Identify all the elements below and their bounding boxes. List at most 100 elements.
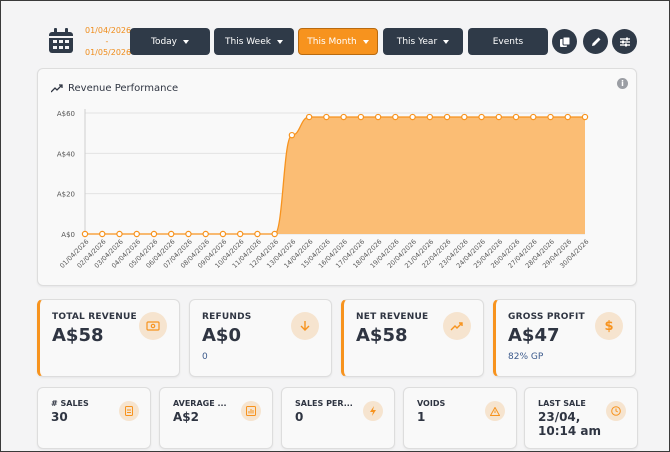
data-point	[392, 113, 399, 121]
header-bar: 01/04/2026 - 01/05/2026 Today This Week …	[1, 1, 670, 63]
mini-value: 23/04, 10:14 am	[538, 410, 601, 438]
data-point	[495, 113, 502, 121]
y-tick-label: A$0	[61, 231, 75, 239]
voids-card: VOIDS 1	[403, 387, 517, 449]
data-point	[236, 230, 244, 238]
data-point	[219, 230, 227, 238]
y-tick-label: A$20	[57, 191, 75, 199]
data-point	[426, 113, 434, 121]
mini-label: VOIDS	[417, 399, 446, 408]
stat-label: GROSS PROFIT	[508, 312, 585, 322]
mini-value: 1	[417, 410, 426, 424]
filter-button[interactable]	[612, 29, 637, 54]
stat-value: A$58	[356, 325, 408, 346]
warning-icon	[485, 401, 505, 421]
trend-up-icon	[443, 312, 471, 340]
cash-icon	[139, 312, 167, 340]
area-fill	[85, 117, 585, 234]
data-point	[202, 230, 209, 238]
edit-button[interactable]	[583, 29, 608, 54]
gross-profit-card: GROSS PROFIT A$47 82% GP $	[493, 299, 636, 377]
stat-label: REFUNDS	[202, 312, 252, 322]
y-tick-label: A$40	[57, 150, 75, 158]
data-point	[461, 113, 468, 121]
revenue-chart-card: Revenue Performance i A$0 A$20 A$40 A$60 01/…	[37, 68, 637, 286]
data-point	[99, 230, 106, 238]
mini-value: A$2	[173, 410, 199, 424]
data-point	[530, 113, 537, 121]
stat-label: TOTAL REVENUE	[52, 312, 137, 322]
sales-per-card: SALES PER... 0	[281, 387, 395, 449]
mini-label: LAST SALE	[538, 399, 586, 408]
trend-up-icon	[51, 84, 63, 93]
this-week-label: This Week	[225, 36, 271, 47]
average-sale-card: AVERAGE ... A$2	[159, 387, 273, 449]
data-point	[323, 113, 330, 121]
mini-value: 30	[51, 410, 68, 424]
copy-icon	[559, 36, 570, 47]
sliders-icon	[619, 37, 630, 46]
this-year-button[interactable]: This Year	[383, 28, 463, 55]
net-revenue-card: NET REVENUE A$58	[341, 299, 484, 377]
total-revenue-card: TOTAL REVENUE A$58	[37, 299, 180, 377]
data-point	[254, 230, 261, 238]
date-separator: -	[105, 37, 109, 46]
events-button[interactable]: Events	[468, 28, 548, 55]
data-point	[478, 113, 485, 121]
data-point	[443, 113, 451, 121]
stat-value: A$0	[202, 325, 241, 346]
stat-value: A$47	[508, 325, 560, 346]
clock-icon	[606, 401, 626, 421]
data-point	[564, 113, 571, 121]
receipt-icon	[119, 401, 139, 421]
data-point	[357, 113, 365, 121]
pencil-icon	[591, 37, 600, 46]
data-point	[374, 113, 382, 121]
date-from: 01/04/2026	[85, 26, 132, 35]
chart-title: Revenue Performance	[68, 83, 179, 94]
chevron-down-icon	[443, 39, 450, 44]
this-month-button[interactable]: This Month	[298, 28, 378, 55]
copy-button[interactable]	[552, 29, 577, 54]
info-icon[interactable]: i	[617, 78, 628, 89]
mini-label: AVERAGE ...	[173, 399, 227, 408]
data-point	[150, 230, 158, 238]
y-tick-label: A$60	[57, 110, 75, 118]
stat-sub: 82% GP	[508, 352, 544, 362]
data-point	[409, 113, 416, 121]
chevron-down-icon	[362, 39, 369, 44]
data-point	[185, 230, 192, 238]
calendar-icon[interactable]	[47, 27, 75, 55]
revenue-chart: A$0A$20A$40A$6001/04/202602/04/202603/04…	[57, 109, 590, 270]
bolt-icon	[363, 401, 383, 421]
data-point	[512, 113, 520, 121]
mini-label: SALES PER...	[295, 399, 353, 408]
today-button[interactable]: Today	[130, 28, 210, 55]
stat-sub: 0	[202, 352, 208, 362]
data-point	[168, 230, 175, 238]
data-point	[288, 131, 296, 139]
data-point	[271, 230, 278, 238]
sales-count-card: # SALES 30	[37, 387, 151, 449]
data-point	[547, 113, 554, 121]
data-point	[116, 230, 123, 238]
stat-value: A$58	[52, 325, 104, 346]
today-label: Today	[150, 36, 178, 47]
last-sale-card: LAST SALE 23/04, 10:14 am	[524, 387, 638, 449]
data-point	[81, 230, 89, 238]
events-label: Events	[492, 36, 524, 47]
data-point	[340, 113, 347, 121]
dollar-icon: $	[595, 312, 623, 340]
refunds-card: REFUNDS A$0 0	[189, 299, 332, 377]
this-week-button[interactable]: This Week	[214, 28, 294, 55]
stat-label: NET REVENUE	[356, 312, 429, 322]
date-range[interactable]: 01/04/2026 - 01/05/2026	[85, 25, 132, 58]
arrow-down-icon	[291, 312, 319, 340]
date-to: 01/05/2026	[85, 48, 132, 57]
data-point	[305, 113, 313, 121]
mini-value: 0	[295, 410, 304, 424]
bar-chart-icon	[241, 401, 261, 421]
this-year-label: This Year	[396, 36, 438, 47]
data-point	[133, 230, 140, 238]
chevron-down-icon	[276, 39, 283, 44]
